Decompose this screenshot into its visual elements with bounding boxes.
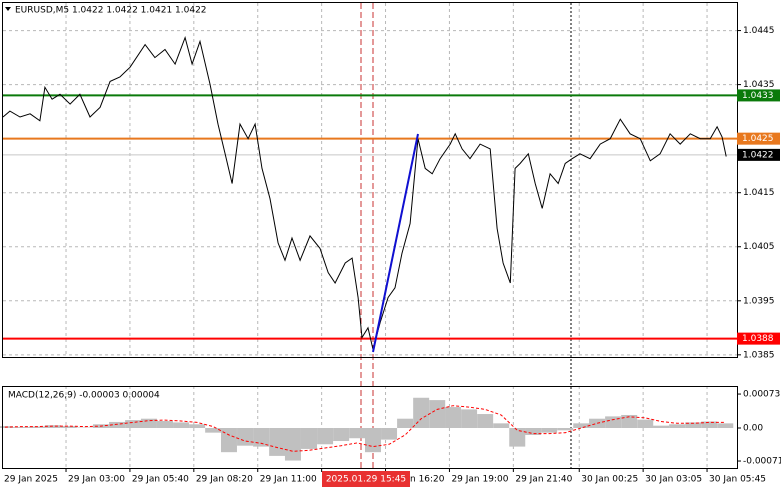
macd-bar bbox=[317, 428, 334, 445]
macd-bar bbox=[140, 418, 157, 428]
menu-arrow[interactable] bbox=[5, 7, 11, 11]
macd-bar bbox=[237, 428, 254, 446]
macd-bar bbox=[445, 407, 462, 428]
macd-bar bbox=[605, 416, 622, 428]
macd-bar bbox=[109, 421, 126, 428]
macd-bar bbox=[125, 420, 142, 428]
macd-bar bbox=[364, 428, 381, 453]
macd-bar bbox=[173, 422, 190, 428]
x-tick-label: 29 Jan 08:20 bbox=[196, 475, 253, 485]
x-tick-label: 29 Jan 11:00 bbox=[260, 475, 317, 485]
macd-title: MACD(12,26,9) -0.00003 0.00004 bbox=[8, 391, 160, 401]
macd-bar bbox=[397, 418, 414, 428]
trend-line bbox=[372, 133, 419, 353]
macd-bar bbox=[413, 397, 430, 428]
grid bbox=[3, 3, 737, 468]
macd-bar bbox=[12, 427, 29, 428]
macd-bar bbox=[205, 428, 222, 433]
macd-bar bbox=[573, 423, 590, 428]
macd-bar bbox=[333, 428, 350, 442]
y-tick-label: 1.0405 bbox=[743, 242, 775, 252]
plot bbox=[0, 35, 734, 461]
macd-bar bbox=[253, 428, 270, 447]
x-tick-label: 29 Jan 21:40 bbox=[515, 475, 572, 485]
price-label: 1.0422 bbox=[742, 150, 774, 160]
x-tick-label: 29 Jan 2025 bbox=[4, 475, 58, 485]
macd-bar bbox=[44, 425, 61, 428]
macd-bar bbox=[557, 428, 574, 431]
macd-bar bbox=[685, 422, 702, 428]
price-label-bg bbox=[737, 89, 780, 102]
macd-bar bbox=[509, 428, 526, 447]
macd-bar bbox=[29, 426, 46, 428]
price-label: 1.0433 bbox=[742, 91, 774, 101]
y-tick-label: 1.0395 bbox=[743, 296, 775, 306]
y-tick-label: 1.0385 bbox=[743, 350, 775, 360]
x-tick-label: 30 Jan 00:25 bbox=[581, 475, 638, 485]
cursor-label: 2025.01.29 15:45 bbox=[326, 475, 406, 485]
macd-bar bbox=[301, 428, 318, 449]
macd-bar bbox=[429, 400, 446, 428]
y-tick-label: -0.00071 bbox=[743, 457, 781, 467]
y-tick-label: 0.00 bbox=[743, 424, 763, 434]
y-tick-label: 0.00073 bbox=[743, 390, 780, 400]
macd-bar bbox=[669, 424, 686, 428]
price-label: 1.0388 bbox=[742, 334, 774, 344]
macd-bar bbox=[284, 428, 301, 461]
macd-bar bbox=[220, 428, 237, 453]
main-frame bbox=[2, 2, 738, 358]
macd-bar bbox=[461, 409, 478, 428]
macd-bar bbox=[541, 428, 558, 433]
chart-title: EURUSD,M5 1.0422 1.0422 1.0421 1.0422 bbox=[15, 6, 207, 16]
macd-bar bbox=[701, 421, 718, 428]
macd-bar bbox=[717, 423, 734, 428]
x-tick-label: 30 Jan 05:45 bbox=[709, 475, 766, 485]
macd-bar bbox=[589, 418, 606, 428]
macd-bar bbox=[653, 425, 670, 428]
macd-bar bbox=[189, 424, 206, 428]
macd-bar bbox=[156, 421, 173, 428]
y-tick-label: 1.0415 bbox=[743, 188, 775, 198]
macd-bar bbox=[637, 419, 654, 428]
macd-bar bbox=[349, 428, 366, 439]
x-tick-label: 30 Jan 03:05 bbox=[645, 475, 702, 485]
x-tick-label: 29 Jan 03:00 bbox=[68, 475, 125, 485]
x-tick-label: 29 Jan 05:40 bbox=[132, 475, 189, 485]
macd-bar bbox=[525, 428, 542, 435]
macd-bar bbox=[477, 414, 494, 428]
macd-bar bbox=[381, 428, 398, 440]
price-label-bg bbox=[737, 148, 780, 161]
x-tick-label: 29 Jan 16:20 bbox=[388, 475, 445, 485]
x-tick-label: 29 Jan 19:00 bbox=[451, 475, 508, 485]
price-label: 1.0425 bbox=[742, 134, 774, 144]
y-tick-label: 1.0435 bbox=[743, 80, 775, 90]
y-tick-label: 1.0445 bbox=[743, 26, 775, 36]
macd-bar bbox=[60, 426, 77, 428]
macd-bar bbox=[269, 428, 286, 456]
macd-bar bbox=[493, 423, 510, 428]
cursor-label-bg bbox=[322, 471, 410, 487]
price-label-bg bbox=[737, 132, 780, 145]
price-label-bg bbox=[737, 332, 780, 345]
signal-line bbox=[4, 405, 726, 452]
macd-bar bbox=[621, 414, 638, 428]
